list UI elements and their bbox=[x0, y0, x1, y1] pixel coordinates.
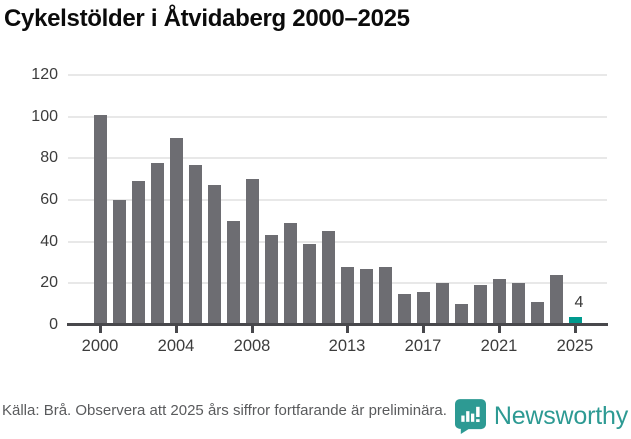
bar-2000 bbox=[93, 114, 107, 325]
bar-2001 bbox=[112, 200, 126, 325]
x-tick-label-2004: 2004 bbox=[157, 337, 195, 355]
bar-2007 bbox=[226, 220, 240, 325]
bar-2013 bbox=[340, 266, 354, 325]
x-axis-line bbox=[67, 323, 608, 326]
bar-2003 bbox=[150, 162, 164, 325]
gridline-60 bbox=[68, 199, 607, 201]
y-tick-label-80: 80 bbox=[40, 149, 58, 167]
x-tick-mark-2004 bbox=[174, 326, 178, 333]
bar-2024 bbox=[549, 275, 563, 325]
x-tick-mark-2017 bbox=[421, 326, 425, 333]
bar-2016 bbox=[397, 293, 411, 325]
x-tick-mark-2013 bbox=[345, 326, 349, 333]
bar-2014 bbox=[359, 268, 373, 325]
x-tick-label-2025: 2025 bbox=[556, 337, 594, 355]
bar-2008 bbox=[245, 179, 259, 325]
plot-area: 4 bbox=[68, 74, 607, 325]
x-tick-label-2013: 2013 bbox=[328, 337, 366, 355]
y-axis-labels: 0 20 40 60 80 100 120 bbox=[0, 66, 58, 333]
bar-2017 bbox=[416, 291, 430, 325]
bar-2002 bbox=[131, 181, 145, 325]
chart-title: Cykelstölder i Åtvidaberg 2000–2025 bbox=[4, 5, 410, 32]
x-tick-label-2021: 2021 bbox=[480, 337, 518, 355]
bar-2009 bbox=[264, 235, 278, 325]
bar-2025 bbox=[568, 316, 582, 325]
bar-2011 bbox=[302, 243, 316, 325]
bar-2020 bbox=[473, 285, 487, 325]
newsworthy-logo: Newsworthy bbox=[454, 399, 628, 434]
y-tick-label-100: 100 bbox=[31, 107, 58, 125]
x-tick-mark-2008 bbox=[250, 326, 254, 333]
bar-2006 bbox=[207, 185, 221, 325]
bar-value-label-2025: 4 bbox=[574, 293, 584, 311]
gridline-40 bbox=[68, 240, 607, 243]
bar-2019 bbox=[454, 304, 468, 325]
bar-2004 bbox=[169, 137, 183, 325]
x-tick-mark-2000 bbox=[98, 326, 102, 333]
bar-2005 bbox=[188, 164, 202, 325]
bar-2015 bbox=[378, 266, 392, 325]
bar-2022 bbox=[511, 283, 525, 325]
y-tick-label-40: 40 bbox=[40, 232, 58, 250]
gridline-80 bbox=[68, 157, 607, 160]
x-tick-label-2017: 2017 bbox=[404, 337, 442, 355]
bar-2018 bbox=[435, 283, 449, 325]
x-tick-label-2008: 2008 bbox=[233, 337, 271, 355]
newsworthy-wordmark: Newsworthy bbox=[493, 402, 628, 430]
bar-2021 bbox=[492, 279, 506, 325]
x-tick-mark-2021 bbox=[497, 326, 501, 333]
x-tick-mark-2025 bbox=[573, 326, 577, 333]
bar-2010 bbox=[283, 222, 297, 325]
newsworthy-bars-icon bbox=[454, 399, 486, 434]
bar-2023 bbox=[530, 302, 544, 325]
gridline-20 bbox=[68, 282, 607, 285]
gridline-120 bbox=[68, 74, 607, 76]
y-tick-label-0: 0 bbox=[49, 316, 58, 333]
y-tick-label-20: 20 bbox=[40, 274, 58, 292]
y-tick-label-120: 120 bbox=[31, 66, 58, 83]
bar-2012 bbox=[321, 231, 335, 325]
x-tick-label-2000: 2000 bbox=[81, 337, 119, 355]
gridline-100 bbox=[68, 115, 607, 118]
source-note: Källa: Brå. Observera att 2025 års siffr… bbox=[2, 402, 447, 419]
y-tick-label-60: 60 bbox=[40, 191, 58, 208]
